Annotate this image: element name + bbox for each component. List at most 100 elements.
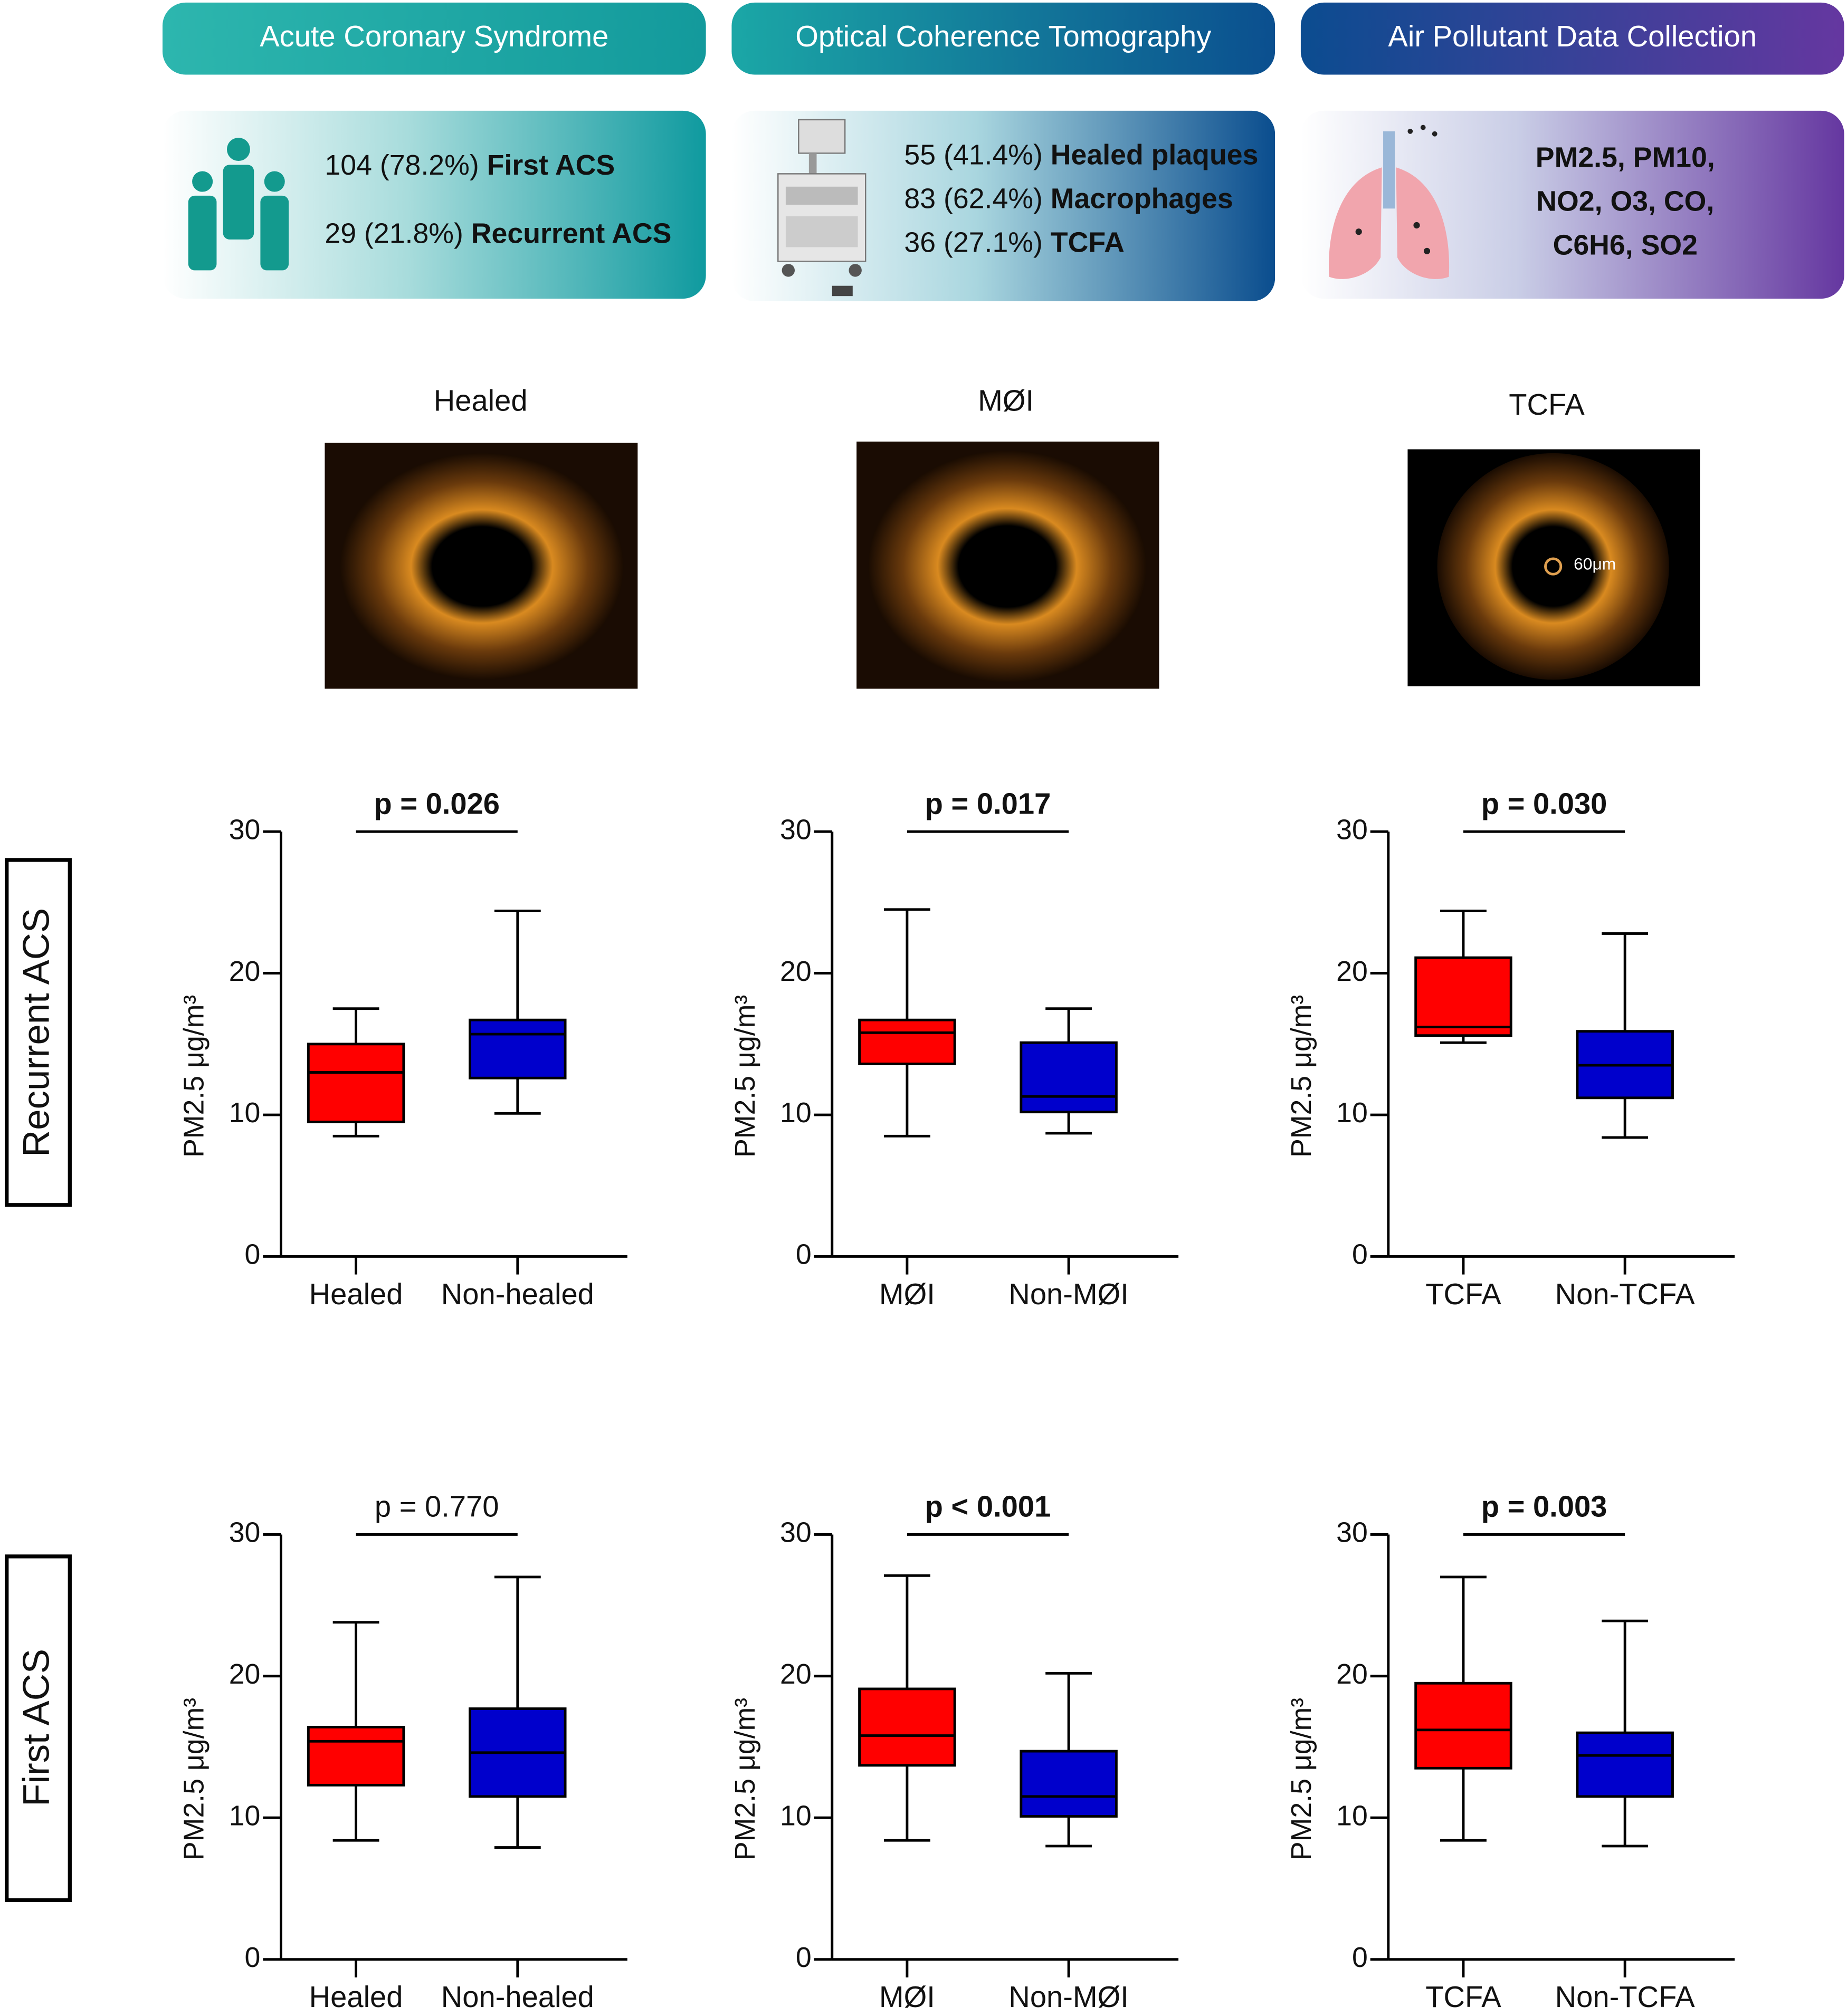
- x-tick-label: Non-TCFA: [1555, 1277, 1696, 1311]
- panel-line: 36 (27.1%) TCFA: [904, 227, 1124, 259]
- p-value: p < 0.001: [925, 1489, 1051, 1523]
- panel-count: 104 (78.2%): [325, 149, 479, 181]
- header-title: Air Pollutant Data Collection: [1388, 20, 1757, 53]
- panel-line: 55 (41.4%) Healed plaques: [904, 139, 1258, 171]
- row-label: First ACS: [15, 1649, 56, 1807]
- panel-line: 29 (21.8%) Recurrent ACS: [325, 218, 671, 250]
- panel-label: TCFA: [1051, 227, 1125, 259]
- y-tick-label: 10: [229, 1800, 261, 1831]
- row-label: Recurrent ACS: [15, 908, 56, 1157]
- panel-label: C6H6, SO2: [1553, 230, 1698, 261]
- panel-count: 36 (27.1%): [904, 227, 1042, 259]
- y-tick-label: 10: [1336, 1800, 1368, 1831]
- y-tick-label: 10: [1336, 1097, 1368, 1129]
- oct-ring: [868, 450, 1147, 683]
- row-label-box: [5, 1554, 72, 1903]
- y-tick-label: 20: [229, 1658, 261, 1690]
- x-tick-label: Non-healed: [441, 1277, 594, 1311]
- panel-line: 83 (62.4%) Macrophages: [904, 183, 1233, 215]
- x-tick-label: Healed: [309, 1980, 403, 2013]
- header-decor: [5, 2, 1844, 1903]
- y-tick-label: 0: [796, 1239, 812, 1270]
- oct-ring: [1437, 453, 1669, 680]
- p-value: p = 0.770: [375, 1489, 499, 1523]
- y-axis-label: PM2.5 μg/m³: [1286, 995, 1317, 1158]
- y-tick-label: 10: [229, 1097, 261, 1129]
- p-value: p = 0.003: [1481, 1489, 1607, 1523]
- y-axis-label: PM2.5 μg/m³: [729, 995, 761, 1158]
- box: [1020, 1041, 1118, 1114]
- image-note: 60μm: [1574, 555, 1616, 574]
- box: [1020, 1750, 1118, 1818]
- box: [469, 1018, 567, 1079]
- p-value: p = 0.026: [374, 787, 500, 820]
- x-tick-label: Non-MØI: [1008, 1980, 1129, 2013]
- box: [858, 1687, 956, 1767]
- y-tick-label: 20: [780, 1658, 812, 1690]
- y-tick-label: 30: [229, 814, 261, 845]
- info-panel: [162, 110, 706, 299]
- panel-label: First ACS: [487, 149, 615, 181]
- y-tick-label: 20: [229, 956, 261, 987]
- y-axis-label: PM2.5 μg/m³: [1286, 1698, 1317, 1860]
- box: [1414, 1681, 1512, 1770]
- x-tick-label: TCFA: [1425, 1980, 1501, 2013]
- y-tick-label: 30: [780, 814, 812, 845]
- panel-line: PM2.5, PM10,: [1536, 142, 1715, 174]
- panel-line: C6H6, SO2: [1553, 230, 1698, 261]
- lungs-icon: [1328, 125, 1450, 279]
- info-panel: [731, 110, 1275, 301]
- box: [1576, 1731, 1674, 1798]
- panel-label: Healed plaques: [1051, 139, 1259, 171]
- panel-count: 55 (41.4%): [904, 139, 1042, 171]
- panel-label: Recurrent ACS: [471, 218, 672, 250]
- x-tick-label: Non-TCFA: [1555, 1980, 1696, 2013]
- header-title: Optical Coherence Tomography: [795, 20, 1211, 53]
- box: [307, 1726, 405, 1786]
- y-tick-label: 20: [780, 956, 812, 987]
- y-tick-label: 10: [780, 1097, 812, 1129]
- y-tick-label: 10: [780, 1800, 812, 1831]
- panel-line: NO2, O3, CO,: [1536, 186, 1714, 217]
- y-tick-label: 0: [245, 1239, 261, 1270]
- box: [858, 1018, 956, 1065]
- y-axis-label: PM2.5 μg/m³: [729, 1698, 761, 1860]
- y-tick-label: 0: [796, 1942, 812, 1973]
- panel-label: NO2, O3, CO,: [1536, 186, 1714, 217]
- row-label-box: [5, 858, 72, 1207]
- y-tick-label: 20: [1336, 956, 1368, 987]
- x-tick-label: TCFA: [1425, 1277, 1501, 1311]
- image-title: TCFA: [1509, 388, 1585, 421]
- image-title: Healed: [434, 384, 528, 417]
- x-tick-label: MØI: [879, 1980, 935, 2013]
- panel-line: 104 (78.2%) First ACS: [325, 149, 615, 181]
- oct-ring: [340, 453, 624, 680]
- y-tick-label: 0: [1352, 1942, 1368, 1973]
- header-pill: [731, 2, 1275, 75]
- y-tick-label: 20: [1336, 1658, 1368, 1690]
- y-tick-label: 0: [245, 1942, 261, 1973]
- x-tick-label: Non-healed: [441, 1980, 594, 2013]
- oct-machine-icon: [777, 119, 867, 297]
- y-tick-label: 30: [1336, 1517, 1368, 1549]
- box: [307, 1043, 405, 1123]
- people-icon: [188, 138, 289, 271]
- y-axis-label: PM2.5 μg/m³: [178, 995, 210, 1158]
- panel-label: Macrophages: [1051, 183, 1233, 215]
- p-value: p = 0.030: [1481, 787, 1607, 820]
- panel-count: 83 (62.4%): [904, 183, 1042, 215]
- p-value: p = 0.017: [925, 787, 1051, 820]
- header-pill: [1300, 2, 1844, 75]
- x-tick-label: Healed: [309, 1277, 403, 1311]
- image-title: MØI: [978, 384, 1034, 417]
- header-pill: [162, 2, 706, 75]
- panel-label: PM2.5, PM10,: [1536, 142, 1715, 174]
- y-axis-label: PM2.5 μg/m³: [178, 1698, 210, 1860]
- header-title: Acute Coronary Syndrome: [260, 20, 608, 53]
- x-tick-label: MØI: [879, 1277, 935, 1311]
- row-label-boxes: [5, 858, 72, 1903]
- box: [1414, 956, 1512, 1037]
- y-tick-label: 30: [1336, 814, 1368, 845]
